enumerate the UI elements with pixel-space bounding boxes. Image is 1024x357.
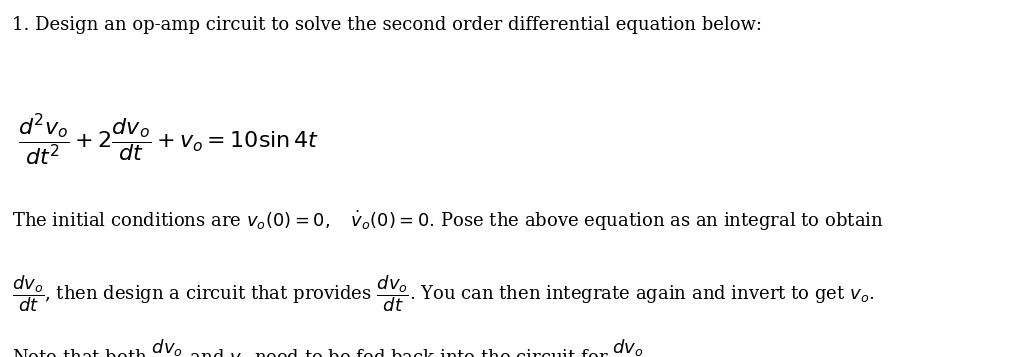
Text: 1. Design an op-amp circuit to solve the second order differential equation belo: 1. Design an op-amp circuit to solve the… [12, 16, 762, 34]
Text: The initial conditions are $v_o(0)=0,\quad \dot{v}_o(0)=0$. Pose the above equat: The initial conditions are $v_o(0)=0,\qu… [12, 209, 884, 233]
Text: $\dfrac{d^2v_o}{dt^2}+2\dfrac{dv_o}{dt}+v_o = 10\sin 4t$: $\dfrac{d^2v_o}{dt^2}+2\dfrac{dv_o}{dt}+… [18, 112, 319, 168]
Text: Note that both $\dfrac{dv_o}{dt}$ and $v_o$ need to be fed back into the circuit: Note that both $\dfrac{dv_o}{dt}$ and $v… [12, 337, 651, 357]
Text: $\dfrac{dv_o}{dt}$, then design a circuit that provides $\dfrac{dv_o}{dt}$. You : $\dfrac{dv_o}{dt}$, then design a circui… [12, 273, 874, 314]
